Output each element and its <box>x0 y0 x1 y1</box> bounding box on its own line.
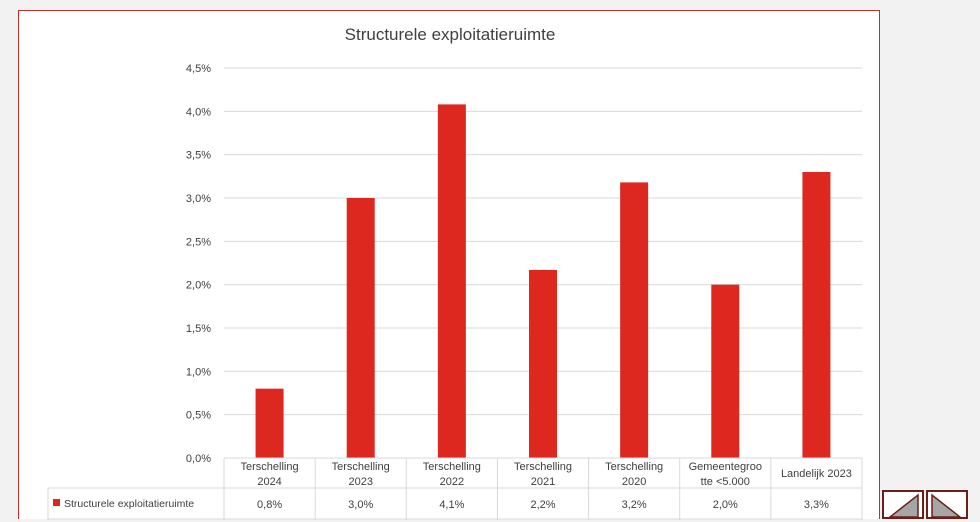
y-tick-label: 2,5% <box>186 236 211 248</box>
previous-slide-button[interactable] <box>882 490 924 519</box>
x-category-label: Terschelling <box>605 461 663 473</box>
y-tick-label: 4,5% <box>186 63 211 75</box>
y-tick-label: 2,0% <box>186 280 211 292</box>
bar <box>437 104 466 459</box>
legend-series-name: Structurele exploitatieruimte <box>64 498 194 510</box>
x-category-label: Gemeentegroo <box>689 461 762 473</box>
triangle-right-icon <box>931 493 963 518</box>
x-category-label: Landelijk 2023 <box>781 468 852 480</box>
next-slide-button[interactable] <box>926 490 968 519</box>
bar <box>529 269 557 458</box>
y-tick-label: 4,0% <box>186 106 211 118</box>
bar <box>255 388 284 458</box>
bar <box>802 172 831 458</box>
bar <box>711 284 740 458</box>
x-category-label: 2022 <box>440 476 464 488</box>
bar <box>620 182 649 458</box>
legend-key <box>53 499 60 506</box>
y-tick-label: 3,0% <box>186 193 211 205</box>
bar <box>346 198 375 458</box>
x-category-label: 2024 <box>257 476 281 488</box>
x-category-label: 2023 <box>348 476 372 488</box>
x-category-label: Terschelling <box>332 461 390 473</box>
y-tick-label: 1,5% <box>186 323 211 335</box>
y-tick-label: 3,5% <box>186 150 211 162</box>
x-category-label: Terschelling <box>423 461 481 473</box>
chart-title: Structurele exploitatieruimte <box>344 25 556 44</box>
data-table-value: 0,8% <box>257 499 282 511</box>
data-table-value: 2,2% <box>530 499 555 511</box>
x-category-label: 2021 <box>531 476 555 488</box>
y-tick-label: 1,0% <box>186 366 211 378</box>
x-category-label: 2020 <box>622 476 646 488</box>
data-table-value: 2,0% <box>713 499 738 511</box>
chart-plot: 0,0% 0,5% 1,0% 1,5% 2,0% 2,5% 3,0% 3,5% 4,0% 4,5%… <box>47 63 863 520</box>
data-table-value: 3,0% <box>348 499 373 511</box>
data-table-value: 4,1% <box>439 499 464 511</box>
triangle-left-icon <box>887 493 919 518</box>
data-table-value: 3,2% <box>622 499 647 511</box>
chart-frame: Structurele exploitatieruimte 0,0% 0,5% 1,… <box>18 10 880 520</box>
x-category-label: Terschelling <box>241 461 299 473</box>
data-table-value: 3,3% <box>804 499 829 511</box>
y-tick-label: 0,0% <box>186 453 211 465</box>
y-tick-label: 0,5% <box>186 410 211 422</box>
x-category-label: Terschelling <box>514 461 572 473</box>
x-category-label: tte <5.000 <box>701 476 750 488</box>
